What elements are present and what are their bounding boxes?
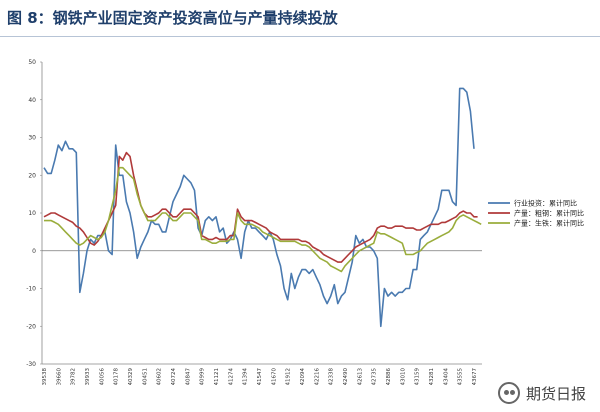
x-tick-label: 43404 (443, 368, 449, 385)
x-tick-label: 41670 (271, 368, 277, 385)
legend-label: 行业投资：累计同比 (514, 199, 577, 208)
y-tick-label: -10 (26, 286, 36, 293)
wechat-icon (497, 382, 520, 404)
legend-label: 产量：粗钢：累计同比 (514, 209, 584, 218)
y-tick-label: 10 (28, 210, 36, 217)
series-line (43, 87, 475, 328)
y-tick-label: 20 (28, 172, 36, 179)
x-tick-label: 42094 (300, 368, 306, 385)
watermark-text: 期货日报 (525, 384, 586, 403)
y-tick-label: 0 (32, 248, 36, 255)
x-tick-label: 40724 (171, 368, 177, 385)
line-chart: 50 40 30 20 10 0 -10 -20 -30 39538 39660 39782 3993… (26, 59, 584, 385)
x-tick-label: 42613 (357, 368, 363, 385)
chart-title: 图 8：钢铁产业固定资产投资高位与产量持续投放 (7, 9, 338, 27)
x-tick-label: 42216 (314, 368, 320, 385)
title-bar: 图 8：钢铁产业固定资产投资高位与产量持续投放 (0, 0, 600, 37)
axes (41, 62, 482, 365)
x-tick-label: 41912 (286, 368, 292, 385)
x-tick-label: 43281 (429, 368, 435, 385)
x-tick-label: 41274 (228, 368, 234, 385)
x-tick-label: 43677 (472, 368, 478, 385)
x-tick-label: 39538 (42, 368, 48, 385)
x-tick-label: 42338 (329, 368, 335, 385)
series-lines (43, 87, 482, 328)
series-line (44, 166, 482, 273)
watermark: 期货日报 (497, 382, 586, 404)
x-tick-label: 41121 (214, 368, 220, 385)
x-tick-label: 42490 (343, 368, 349, 385)
x-tick-label: 40451 (142, 368, 148, 385)
x-tick-label: 42735 (372, 368, 378, 385)
x-tick-label: 43555 (458, 368, 464, 385)
x-tick-label: 43010 (400, 368, 406, 385)
y-axis-labels: 50 40 30 20 10 0 -10 -20 -30 (26, 59, 42, 368)
legend-label: 产量：生铁：累计同比 (514, 219, 584, 228)
y-tick-label: 30 (28, 135, 36, 142)
x-tick-label: 40999 (200, 368, 206, 385)
x-tick-label: 40602 (157, 368, 163, 385)
x-axis-labels: 39538 39660 39782 39933 40056 40178 40329 40451… (42, 368, 478, 385)
x-tick-label: 39933 (85, 368, 91, 385)
y-tick-label: -30 (26, 361, 36, 368)
x-tick-label: 43159 (415, 368, 421, 385)
x-tick-label: 40056 (99, 368, 105, 385)
x-tick-label: 40329 (128, 368, 134, 385)
x-tick-label: 39660 (56, 368, 62, 385)
x-tick-label: 39782 (71, 368, 77, 385)
y-tick-label: 40 (28, 97, 36, 104)
x-tick-label: 41394 (243, 368, 249, 385)
y-tick-label: 50 (28, 59, 36, 66)
x-tick-label: 42886 (386, 368, 392, 385)
x-tick-label: 40178 (114, 368, 120, 385)
x-tick-label: 41547 (257, 368, 263, 385)
y-tick-label: -20 (26, 323, 36, 330)
x-tick-label: 40847 (185, 368, 191, 385)
series-line (43, 151, 478, 263)
